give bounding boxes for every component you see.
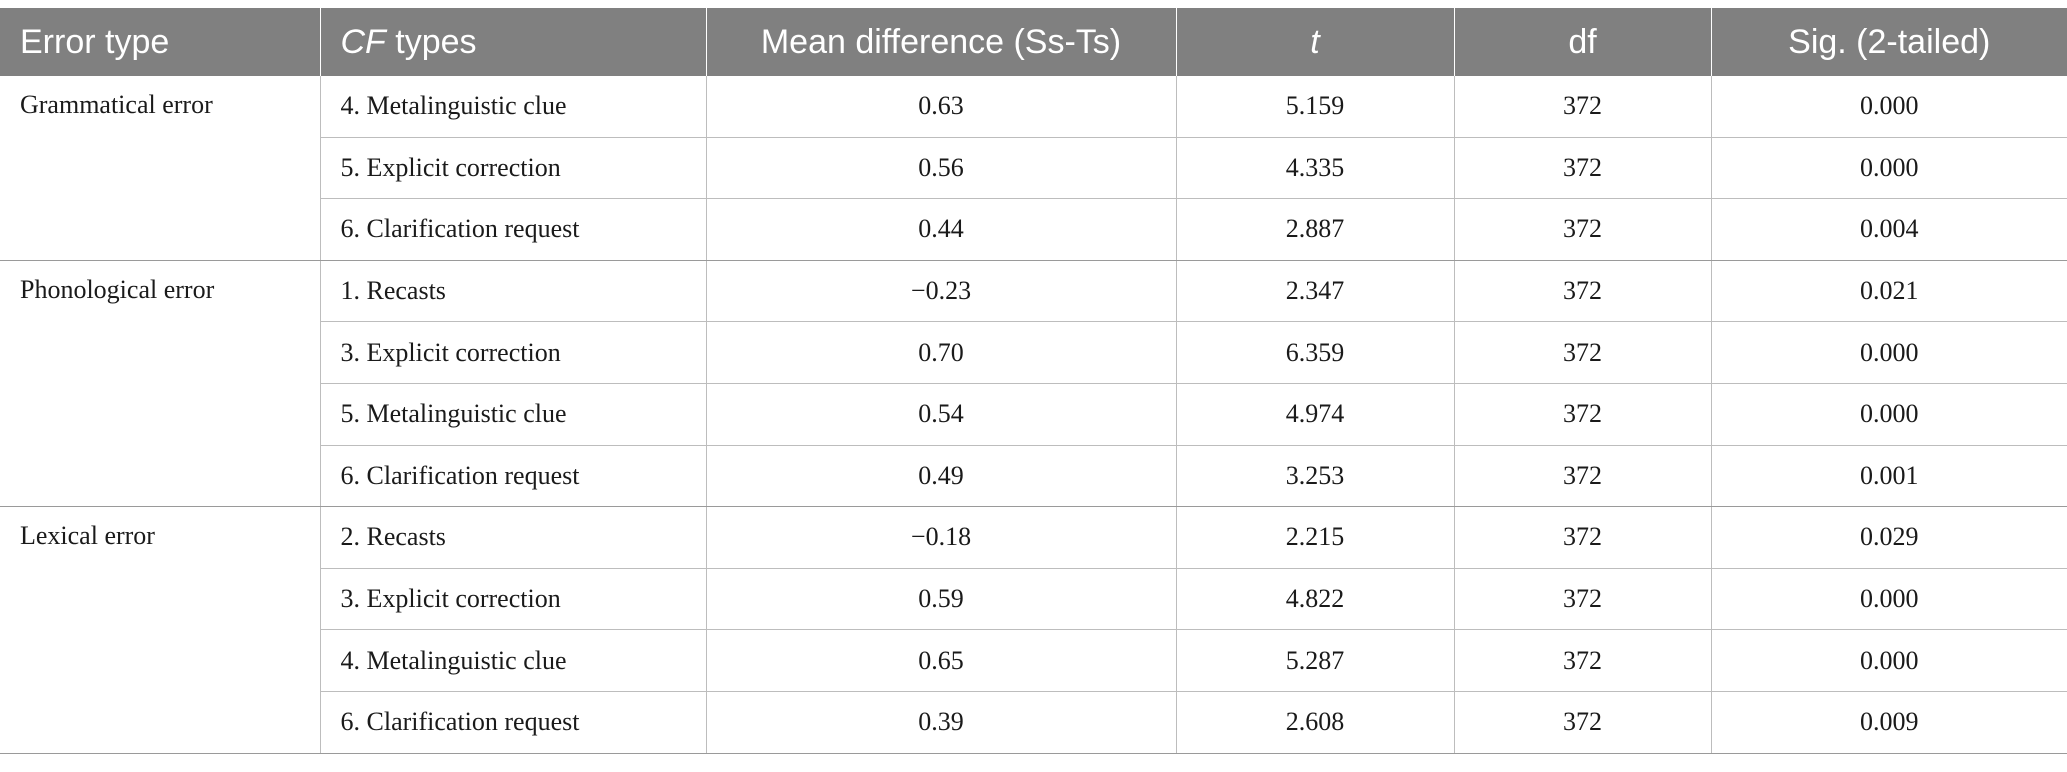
df-cell: 372: [1454, 137, 1712, 200]
table-row: Lexical error 2. Recasts −0.18 2.215 372…: [0, 506, 2067, 754]
table-row: 4. Metalinguistic clue 0.65 5.287 372 0.…: [0, 629, 2067, 692]
cf-type-cell: 1. Recasts: [320, 260, 707, 323]
mean-difference-cell: −0.23: [706, 260, 1177, 323]
sig-cell: 0.000: [1711, 383, 2067, 446]
results-table-container: Error type CF types Mean difference (Ss-…: [0, 8, 2067, 754]
table-row: 5. Metalinguistic clue 0.54 4.974 372 0.…: [0, 383, 2067, 446]
header-t: t: [1176, 8, 1455, 76]
mean-difference-cell: 0.65: [706, 629, 1177, 692]
header-t-label: t: [1310, 22, 1320, 61]
df-cell: 372: [1454, 383, 1712, 446]
df-cell: 372: [1454, 691, 1712, 754]
mean-difference-cell: 0.39: [706, 691, 1177, 754]
df-cell: 372: [1454, 321, 1712, 384]
sig-cell: 0.004: [1711, 198, 2067, 261]
cf-type-cell: 6. Clarification request: [320, 445, 707, 508]
table-row: 3. Explicit correction 0.59 4.822 372 0.…: [0, 568, 2067, 631]
df-cell: 372: [1454, 260, 1712, 323]
results-table: Error type CF types Mean difference (Ss-…: [0, 8, 2067, 754]
error-type-cell: Phonological error: [0, 260, 321, 508]
header-cf-types: CF types: [320, 8, 707, 76]
cf-type-cell: 5. Metalinguistic clue: [320, 383, 707, 446]
cf-type-cell: 3. Explicit correction: [320, 568, 707, 631]
mean-difference-cell: 0.63: [706, 76, 1177, 138]
df-cell: 372: [1454, 629, 1712, 692]
t-cell: 2.608: [1176, 691, 1455, 754]
sig-cell: 0.009: [1711, 691, 2067, 754]
cf-type-cell: 2. Recasts: [320, 506, 707, 569]
t-cell: 5.287: [1176, 629, 1455, 692]
df-cell: 372: [1454, 445, 1712, 508]
header-error-type: Error type: [0, 8, 321, 76]
mean-difference-cell: 0.49: [706, 445, 1177, 508]
header-row: Error type CF types Mean difference (Ss-…: [0, 8, 2067, 76]
mean-difference-cell: 0.54: [706, 383, 1177, 446]
df-cell: 372: [1454, 506, 1712, 569]
header-df: df: [1454, 8, 1712, 76]
mean-difference-cell: 0.70: [706, 321, 1177, 384]
header-cf-types-rest: types: [385, 22, 477, 61]
t-cell: 4.822: [1176, 568, 1455, 631]
cf-type-cell: 4. Metalinguistic clue: [320, 629, 707, 692]
table-row: 3. Explicit correction 0.70 6.359 372 0.…: [0, 321, 2067, 384]
t-cell: 4.335: [1176, 137, 1455, 200]
table-row: Phonological error 1. Recasts −0.23 2.34…: [0, 260, 2067, 508]
sig-cell: 0.021: [1711, 260, 2067, 323]
sig-cell: 0.000: [1711, 568, 2067, 631]
sig-cell: 0.001: [1711, 445, 2067, 508]
t-cell: 2.887: [1176, 198, 1455, 261]
sig-cell: 0.000: [1711, 321, 2067, 384]
table-row: 6. Clarification request 0.39 2.608 372 …: [0, 691, 2067, 754]
cf-type-cell: 3. Explicit correction: [320, 321, 707, 384]
table-row: 6. Clarification request 0.44 2.887 372 …: [0, 198, 2067, 261]
error-type-cell: Grammatical error: [0, 76, 321, 261]
mean-difference-cell: 0.59: [706, 568, 1177, 631]
header-cf-types-italic: CF: [340, 22, 386, 61]
t-cell: 2.347: [1176, 260, 1455, 323]
sig-cell: 0.029: [1711, 506, 2067, 569]
mean-difference-cell: 0.44: [706, 198, 1177, 261]
header-mean-difference: Mean difference (Ss-Ts): [706, 8, 1177, 76]
t-cell: 6.359: [1176, 321, 1455, 384]
sig-cell: 0.000: [1711, 137, 2067, 200]
header-sig: Sig. (2-tailed): [1711, 8, 2067, 76]
t-cell: 4.974: [1176, 383, 1455, 446]
table-row: Grammatical error 4. Metalinguistic clue…: [0, 76, 2067, 261]
df-cell: 372: [1454, 76, 1712, 138]
t-cell: 5.159: [1176, 76, 1455, 138]
cf-type-cell: 5. Explicit correction: [320, 137, 707, 200]
table-header: Error type CF types Mean difference (Ss-…: [0, 8, 2067, 76]
sig-cell: 0.000: [1711, 629, 2067, 692]
df-cell: 372: [1454, 568, 1712, 631]
table-body: Grammatical error 4. Metalinguistic clue…: [0, 76, 2067, 754]
error-type-cell: Lexical error: [0, 506, 321, 754]
t-cell: 3.253: [1176, 445, 1455, 508]
mean-difference-cell: 0.56: [706, 137, 1177, 200]
table-row: 6. Clarification request 0.49 3.253 372 …: [0, 445, 2067, 508]
t-cell: 2.215: [1176, 506, 1455, 569]
mean-difference-cell: −0.18: [706, 506, 1177, 569]
sig-cell: 0.000: [1711, 76, 2067, 138]
table-row: 5. Explicit correction 0.56 4.335 372 0.…: [0, 137, 2067, 200]
cf-type-cell: 4. Metalinguistic clue: [320, 76, 707, 138]
cf-type-cell: 6. Clarification request: [320, 691, 707, 754]
cf-type-cell: 6. Clarification request: [320, 198, 707, 261]
df-cell: 372: [1454, 198, 1712, 261]
